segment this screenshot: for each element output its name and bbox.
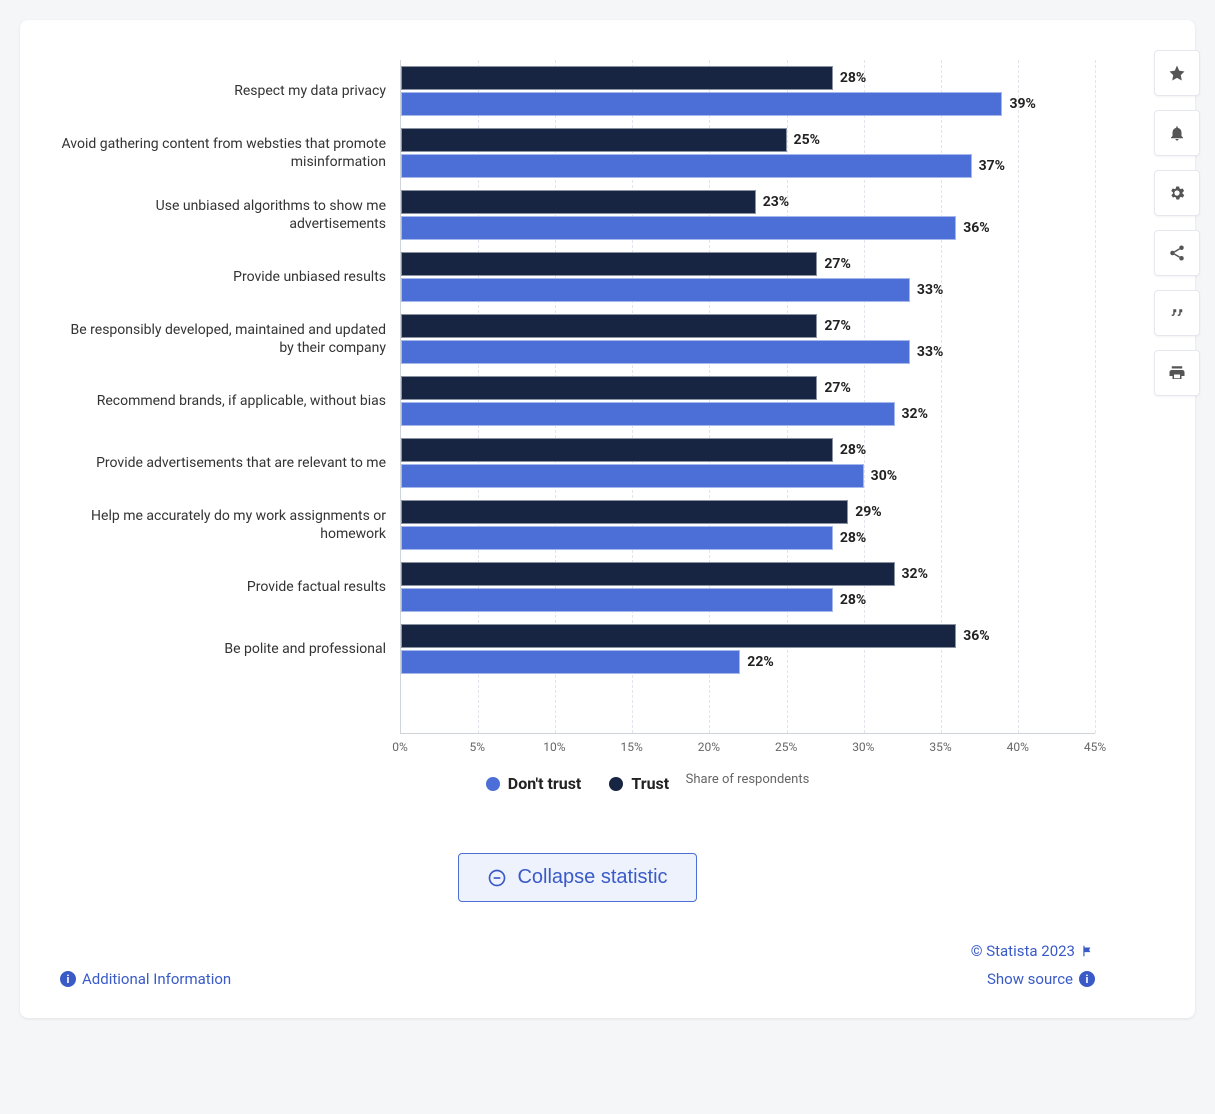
bar-value-label: 37% xyxy=(979,158,1005,174)
print-icon xyxy=(1168,364,1186,382)
bar-dont_trust[interactable]: 33% xyxy=(401,340,910,364)
bar-value-label: 27% xyxy=(824,318,850,334)
bar-trust[interactable]: 27% xyxy=(401,314,817,338)
bar-value-label: 28% xyxy=(840,592,866,608)
favorite-button[interactable] xyxy=(1154,50,1200,96)
x-axis-title: Share of respondents xyxy=(400,772,1095,787)
chart-card: Respect my data privacyAvoid gathering c… xyxy=(20,20,1195,1018)
axis-tick: 30% xyxy=(852,740,874,754)
bar-dont_trust[interactable]: 32% xyxy=(401,402,895,426)
show-source-link[interactable]: Show source i xyxy=(971,970,1095,988)
bar-group: 23%36% xyxy=(401,184,1095,246)
bar-value-label: 33% xyxy=(917,344,943,360)
bar-trust[interactable]: 28% xyxy=(401,66,833,90)
bar-dont_trust[interactable]: 39% xyxy=(401,92,1002,116)
category-label: Provide unbiased results xyxy=(60,246,400,308)
axis-tick: 45% xyxy=(1084,740,1106,754)
bar-value-label: 27% xyxy=(824,256,850,272)
bar-group: 36%22% xyxy=(401,618,1095,680)
info-icon: i xyxy=(1079,971,1095,987)
cite-button[interactable] xyxy=(1154,290,1200,336)
axis-tick: 25% xyxy=(775,740,797,754)
axis-tick: 35% xyxy=(929,740,951,754)
category-label: Use unbiased algorithms to show me adver… xyxy=(60,184,400,246)
bar-value-label: 28% xyxy=(840,442,866,458)
axis-tick: 0% xyxy=(392,740,408,754)
share-button[interactable] xyxy=(1154,230,1200,276)
bar-value-label: 27% xyxy=(824,380,850,396)
bar-trust[interactable]: 23% xyxy=(401,190,756,214)
bar-value-label: 28% xyxy=(840,530,866,546)
bar-value-label: 22% xyxy=(747,654,773,670)
bar-group: 32%28% xyxy=(401,556,1095,618)
chart: Respect my data privacyAvoid gathering c… xyxy=(60,50,1155,988)
bar-trust[interactable]: 25% xyxy=(401,128,787,152)
gridline xyxy=(1095,60,1096,733)
share-icon xyxy=(1168,244,1186,262)
category-label: Be polite and professional xyxy=(60,618,400,680)
bar-group: 27%32% xyxy=(401,370,1095,432)
category-label: Help me accurately do my work assignment… xyxy=(60,494,400,556)
bar-trust[interactable]: 36% xyxy=(401,624,956,648)
bar-value-label: 36% xyxy=(963,628,989,644)
bar-dont_trust[interactable]: 36% xyxy=(401,216,956,240)
quote-icon xyxy=(1168,304,1186,322)
axis-tick: 5% xyxy=(469,740,485,754)
settings-button[interactable] xyxy=(1154,170,1200,216)
collapse-icon xyxy=(487,868,507,888)
category-label: Be responsibly developed, maintained and… xyxy=(60,308,400,370)
bar-trust[interactable]: 27% xyxy=(401,376,817,400)
notify-button[interactable] xyxy=(1154,110,1200,156)
additional-info-label: Additional Information xyxy=(82,970,231,988)
info-icon: i xyxy=(60,971,76,987)
bar-group: 28%39% xyxy=(401,60,1095,122)
bar-value-label: 39% xyxy=(1009,96,1035,112)
side-toolbar xyxy=(1154,50,1200,396)
collapse-statistic-button[interactable]: Collapse statistic xyxy=(458,853,696,902)
collapse-label: Collapse statistic xyxy=(517,866,667,889)
bar-group: 29%28% xyxy=(401,494,1095,556)
bar-dont_trust[interactable]: 28% xyxy=(401,526,833,550)
bar-trust[interactable]: 29% xyxy=(401,500,848,524)
bar-dont_trust[interactable]: 30% xyxy=(401,464,864,488)
bar-dont_trust[interactable]: 28% xyxy=(401,588,833,612)
bell-icon xyxy=(1168,124,1186,142)
bar-dont_trust[interactable]: 33% xyxy=(401,278,910,302)
bar-group: 27%33% xyxy=(401,308,1095,370)
bar-value-label: 29% xyxy=(855,504,881,520)
bar-trust[interactable]: 28% xyxy=(401,438,833,462)
bar-value-label: 28% xyxy=(840,70,866,86)
flag-icon xyxy=(1081,944,1095,958)
bar-value-label: 23% xyxy=(763,194,789,210)
category-label: Provide advertisements that are relevant… xyxy=(60,432,400,494)
print-button[interactable] xyxy=(1154,350,1200,396)
bar-value-label: 30% xyxy=(871,468,897,484)
additional-information-link[interactable]: i Additional Information xyxy=(60,970,231,988)
star-icon xyxy=(1168,64,1186,82)
category-label: Respect my data privacy xyxy=(60,60,400,122)
bar-group: 28%30% xyxy=(401,432,1095,494)
bar-trust[interactable]: 27% xyxy=(401,252,817,276)
gear-icon xyxy=(1168,184,1186,202)
axis-tick: 15% xyxy=(621,740,643,754)
axis-tick: 20% xyxy=(698,740,720,754)
bar-value-label: 33% xyxy=(917,282,943,298)
bar-value-label: 32% xyxy=(902,406,928,422)
bar-trust[interactable]: 32% xyxy=(401,562,895,586)
bar-dont_trust[interactable]: 37% xyxy=(401,154,972,178)
copyright: © Statista 2023 xyxy=(971,942,1095,960)
axis-tick: 40% xyxy=(1007,740,1029,754)
bar-value-label: 25% xyxy=(794,132,820,148)
category-label: Recommend brands, if applicable, without… xyxy=(60,370,400,432)
show-source-label: Show source xyxy=(987,970,1073,988)
bar-group: 25%37% xyxy=(401,122,1095,184)
axis-tick: 10% xyxy=(543,740,565,754)
bar-value-label: 36% xyxy=(963,220,989,236)
bar-value-label: 32% xyxy=(902,566,928,582)
bar-group: 27%33% xyxy=(401,246,1095,308)
category-label: Provide factual results xyxy=(60,556,400,618)
bar-dont_trust[interactable]: 22% xyxy=(401,650,740,674)
category-label: Avoid gathering content from websties th… xyxy=(60,122,400,184)
